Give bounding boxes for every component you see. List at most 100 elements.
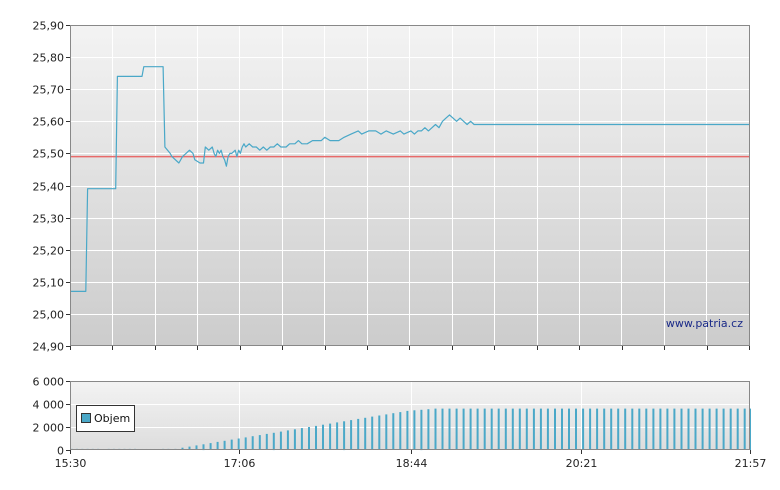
volume-bar	[350, 420, 353, 450]
volume-bar	[518, 408, 521, 450]
volume-bar	[743, 408, 746, 450]
volume-bar	[448, 408, 451, 450]
volume-bar	[687, 408, 690, 450]
volume-bar	[715, 408, 718, 450]
volume-bar	[490, 408, 493, 450]
volume-bar	[300, 428, 303, 450]
price-y-tick-label: 25,80	[33, 52, 65, 65]
volume-bar	[708, 408, 711, 450]
legend-label: Objem	[94, 412, 130, 425]
volume-bar	[638, 408, 641, 450]
volume-bar	[631, 408, 634, 450]
price-y-tick-label: 25,30	[33, 213, 65, 226]
volume-bar	[209, 443, 212, 450]
volume-bar	[455, 408, 458, 450]
volume-bar	[617, 408, 620, 450]
volume-bar	[427, 409, 430, 450]
price-y-tick-label: 25,70	[33, 84, 65, 97]
volume-bar	[568, 408, 570, 450]
volume-bar	[181, 447, 184, 450]
volume-bar	[364, 417, 367, 450]
volume-bar	[202, 444, 205, 451]
volume-bar	[272, 432, 275, 451]
price-y-tick-label: 25,00	[33, 309, 65, 322]
volume-plot-border	[70, 381, 750, 450]
volume-bar	[462, 408, 465, 450]
volume-bar	[532, 408, 535, 450]
price-y-tick-label: 25,50	[33, 148, 65, 161]
volume-bar	[561, 408, 563, 450]
price-y-tick-label: 24,90	[33, 341, 65, 354]
price-y-tick-label: 25,60	[33, 116, 65, 129]
volume-bar	[575, 408, 577, 450]
volume-bar	[736, 408, 739, 450]
volume-bar	[659, 408, 662, 450]
volume-bar	[406, 410, 409, 450]
volume-bar	[357, 418, 360, 450]
volume-bar	[589, 408, 592, 450]
x-tick-label: 15:30	[55, 457, 87, 470]
volume-bar	[216, 441, 219, 450]
volume-bar	[652, 408, 655, 450]
volume-plot-background	[70, 381, 750, 450]
price-series-line	[70, 66, 750, 292]
volume-bar	[469, 408, 472, 450]
price-y-tick-label: 25,40	[33, 181, 65, 194]
volume-bar	[230, 439, 233, 450]
volume-bar	[237, 438, 240, 450]
volume-bar	[244, 437, 247, 450]
x-tick-label: 21:57	[735, 457, 767, 470]
volume-bar	[673, 408, 676, 450]
volume-y-tick-label: 2 000	[33, 422, 65, 435]
price-y-tick-label: 25,90	[33, 20, 65, 33]
volume-bar	[434, 408, 437, 450]
volume-bar	[265, 433, 268, 450]
legend: Objem	[76, 405, 135, 432]
x-tick-label: 20:21	[566, 457, 598, 470]
volume-bar	[195, 445, 198, 450]
price-panel: 25,90 25,80 25,70 25,60 25,50 25,40 25,30 25,20…	[33, 20, 750, 354]
x-tick-label: 17:06	[224, 457, 256, 470]
volume-bar	[385, 414, 388, 450]
volume-bar	[258, 435, 261, 450]
volume-bar	[511, 408, 514, 450]
watermark: www.patria.cz	[666, 317, 743, 330]
volume-bar	[286, 430, 289, 450]
volume-bar	[293, 429, 296, 450]
volume-bar	[610, 408, 613, 450]
volume-bar	[371, 416, 374, 450]
volume-bar	[624, 408, 627, 450]
volume-bar	[483, 408, 486, 450]
volume-bar	[188, 446, 191, 450]
volume-bar	[308, 427, 310, 450]
price-y-tick-label: 25,20	[33, 245, 65, 258]
volume-panel: 6 000 4 000 2 000 015:30 17:06 18:44 20:21 21:5…	[33, 376, 767, 471]
x-tick-label: 18:44	[396, 457, 428, 470]
volume-bar	[413, 410, 416, 450]
volume-y-tick-label: 4 000	[33, 399, 65, 412]
volume-bar	[420, 409, 423, 451]
volume-bar	[392, 413, 395, 450]
legend-swatch	[81, 413, 91, 423]
volume-bar	[322, 424, 324, 450]
volume-bar	[694, 408, 697, 450]
volume-bar	[223, 440, 226, 450]
volume-bar	[596, 408, 599, 450]
volume-bar	[722, 408, 725, 450]
volume-bar	[504, 408, 507, 450]
volume-y-tick-label: 0	[57, 445, 64, 458]
volume-bar	[329, 423, 332, 450]
volume-bar	[546, 408, 549, 450]
volume-bar	[680, 408, 683, 450]
volume-bar	[582, 408, 585, 450]
volume-y-tick-label: 6 000	[33, 376, 65, 389]
volume-bar	[539, 408, 542, 450]
volume-bar	[251, 436, 254, 450]
price-plot-border	[70, 25, 750, 346]
volume-bar	[525, 408, 528, 450]
volume-bar	[645, 408, 648, 450]
price-y-tick-label: 25,10	[33, 277, 65, 290]
volume-bar	[476, 408, 479, 450]
volume-bar	[554, 408, 556, 450]
